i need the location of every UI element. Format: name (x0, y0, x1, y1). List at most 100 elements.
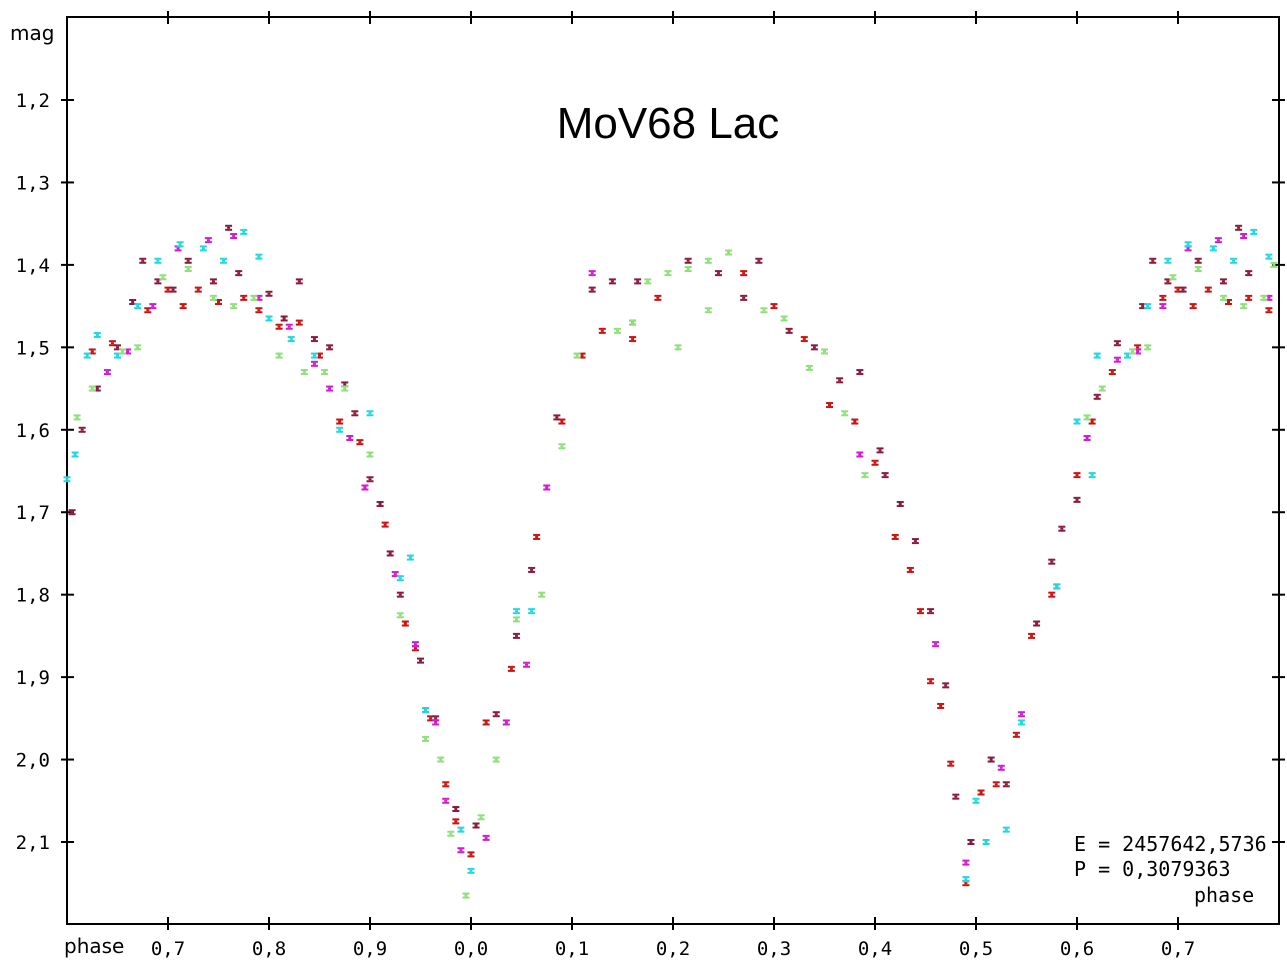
data-point (144, 307, 152, 314)
axis-ticks: 0,7 0,8 0,9 0,0 0,1 0,2 0,3 0,4 0,5 0,6 0,7 1,2 1,3 1… (16, 11, 1285, 960)
data-point (1209, 245, 1217, 252)
data-point (770, 303, 778, 310)
data-point (1093, 352, 1101, 359)
data-point (361, 484, 369, 491)
data-point (391, 571, 399, 578)
x-tick-label: 0,7 (1161, 938, 1195, 960)
data-point (972, 797, 980, 804)
data-point (1250, 228, 1258, 235)
data-point (154, 257, 162, 264)
data-point (906, 566, 914, 573)
data-point (1159, 294, 1167, 301)
data-point (103, 369, 111, 376)
data-point (442, 781, 450, 788)
data-point (856, 451, 864, 458)
data-point (674, 344, 682, 351)
data-point (176, 241, 184, 248)
data-point (255, 307, 263, 314)
data-point (346, 435, 354, 442)
data-point (1270, 261, 1278, 268)
data-point (543, 484, 551, 491)
x-tick-label: 0,2 (656, 938, 690, 960)
data-point (1265, 294, 1273, 301)
data-point (1028, 632, 1036, 639)
data-point (598, 327, 606, 334)
data-point (1230, 257, 1238, 264)
data-point (396, 575, 404, 582)
data-point (1002, 781, 1010, 788)
data-point (760, 307, 768, 314)
data-point (169, 286, 177, 293)
data-point (396, 612, 404, 619)
x-tick-label: 0,4 (858, 938, 892, 960)
data-point (356, 439, 364, 446)
x-tick-label: 0,8 (252, 938, 286, 960)
data-point (588, 270, 596, 277)
y-tick-label: 1,7 (16, 502, 50, 524)
data-point (492, 711, 500, 718)
data-point (134, 344, 142, 351)
data-point (805, 364, 813, 371)
data-point (376, 500, 384, 507)
data-point (78, 426, 86, 433)
data-point (608, 278, 616, 285)
data-point (432, 719, 440, 726)
data-point (725, 249, 733, 256)
data-point (321, 369, 329, 376)
data-point (937, 702, 945, 709)
data-point (1164, 278, 1172, 285)
data-point (341, 385, 349, 392)
data-point (1012, 731, 1020, 738)
data-point (1073, 496, 1081, 503)
data-point (992, 781, 1000, 788)
data-point (492, 756, 500, 763)
data-point (467, 867, 475, 874)
data-point (134, 303, 142, 310)
data-point (1184, 241, 1192, 248)
data-point (704, 307, 712, 314)
data-point (482, 834, 490, 841)
x-tick-label: 0,3 (757, 938, 791, 960)
y-tick-label: 1,6 (16, 420, 50, 442)
data-point (336, 426, 344, 433)
data-point (1098, 385, 1106, 392)
data-point (240, 294, 248, 301)
data-point (1134, 348, 1142, 355)
data-point (962, 876, 970, 883)
data-point (1219, 294, 1227, 301)
data-point (927, 608, 935, 615)
data-point (194, 286, 202, 293)
data-point (704, 257, 712, 264)
data-point (477, 814, 485, 821)
chart-title: MoV68 Lac (557, 99, 780, 148)
data-point (401, 620, 409, 627)
data-point (1194, 257, 1202, 264)
x-tick-label: 0,7 (151, 938, 185, 960)
data-point (250, 294, 258, 301)
data-point (457, 847, 465, 854)
data-point (780, 315, 788, 322)
data-point (826, 402, 834, 409)
x-axis-label: phase (64, 934, 124, 958)
data-point (326, 385, 334, 392)
y-tick-label: 1,8 (16, 585, 50, 607)
data-point (285, 323, 293, 330)
data-point (1189, 303, 1197, 310)
data-point (427, 715, 435, 722)
data-point (184, 257, 192, 264)
data-point (386, 550, 394, 557)
data-point (982, 839, 990, 845)
data-point (573, 352, 581, 359)
data-point (962, 859, 970, 866)
data-point (987, 756, 995, 763)
data-point (108, 340, 116, 347)
data-point (437, 756, 445, 763)
data-point (1204, 286, 1212, 293)
data-point (1124, 352, 1131, 359)
data-point (1129, 348, 1137, 355)
data-point (821, 348, 828, 355)
data-point (396, 591, 404, 598)
data-point (366, 476, 374, 483)
data-point (1002, 826, 1010, 833)
